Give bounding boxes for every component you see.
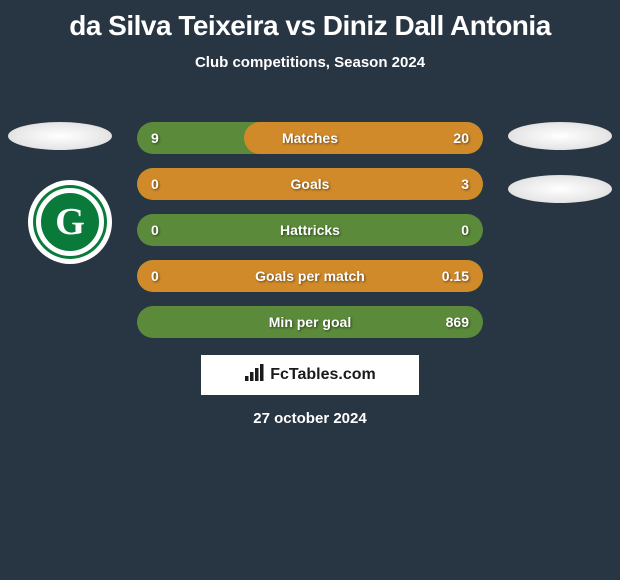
club-badge: G [28, 180, 112, 264]
brand-box: FcTables.com [201, 355, 419, 395]
bar-chart-icon [244, 364, 266, 387]
stat-label: Goals [137, 168, 483, 200]
club-badge-letter: G [55, 200, 85, 244]
stat-bar-min-per-goal: Min per goal 869 [137, 306, 483, 338]
stat-value-right: 0 [461, 214, 469, 246]
player-right-placeholder-1 [508, 122, 612, 150]
stat-value-right: 0.15 [442, 260, 469, 292]
stats-container: 9 Matches 20 0 Goals 3 0 Hattricks 0 0 G… [137, 122, 483, 352]
club-badge-inner: G [36, 188, 104, 256]
stat-bar-hattricks: 0 Hattricks 0 [137, 214, 483, 246]
stat-value-right: 869 [446, 306, 469, 338]
subtitle: Club competitions, Season 2024 [0, 54, 620, 71]
stat-label: Min per goal [137, 306, 483, 338]
player-left-placeholder [8, 122, 112, 150]
comparison-title: da Silva Teixeira vs Diniz Dall Antonia [0, 0, 620, 42]
stat-label: Goals per match [137, 260, 483, 292]
stat-label: Hattricks [137, 214, 483, 246]
player-right-placeholder-2 [508, 175, 612, 203]
stat-label: Matches [137, 122, 483, 154]
stat-value-right: 3 [461, 168, 469, 200]
brand-text: FcTables.com [244, 364, 376, 387]
stat-bar-matches: 9 Matches 20 [137, 122, 483, 154]
stat-bar-goals: 0 Goals 3 [137, 168, 483, 200]
stat-bar-goals-per-match: 0 Goals per match 0.15 [137, 260, 483, 292]
date-text: 27 october 2024 [0, 410, 620, 427]
stat-value-right: 20 [453, 122, 469, 154]
brand-label: FcTables.com [270, 366, 376, 384]
